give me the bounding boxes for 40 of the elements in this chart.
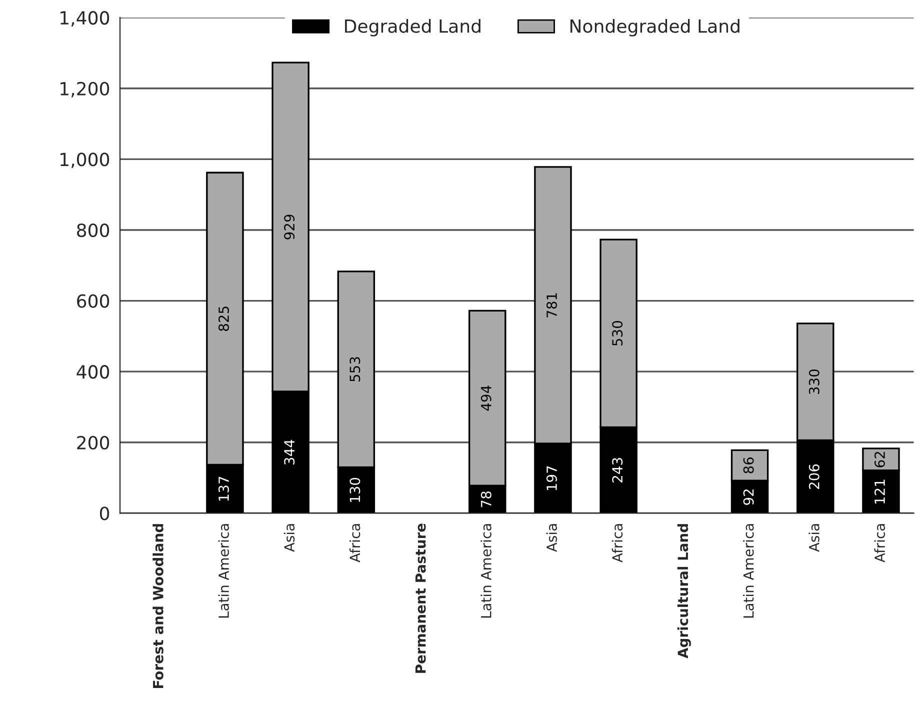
y-tick-label: 400 bbox=[76, 365, 110, 379]
x-tick-label: Asia bbox=[284, 524, 295, 552]
y-tick-label: 800 bbox=[77, 223, 110, 238]
y-tick-label: 1,200 bbox=[60, 82, 110, 98]
x-tick-label: Africa bbox=[612, 524, 623, 562]
y-tick-label: 200 bbox=[77, 436, 110, 450]
data-label: 206 bbox=[808, 464, 820, 489]
data-label: 86 bbox=[743, 457, 754, 474]
data-label: 197 bbox=[546, 466, 557, 490]
x-tick-label: Latin America bbox=[480, 524, 492, 618]
data-label: 78 bbox=[480, 492, 492, 508]
x-tick-label: Permanent Pasture bbox=[415, 524, 426, 673]
data-label: 530 bbox=[612, 321, 623, 346]
data-label: 494 bbox=[480, 386, 492, 411]
data-label: 121 bbox=[874, 480, 885, 504]
data-label: 130 bbox=[350, 478, 360, 502]
legend-label: Degraded Land bbox=[345, 18, 480, 36]
y-tick-label: 600 bbox=[77, 294, 110, 308]
data-label: 929 bbox=[284, 214, 295, 240]
data-label: 92 bbox=[743, 489, 754, 505]
data-label: 825 bbox=[218, 306, 229, 331]
y-tick-label: 0 bbox=[100, 506, 110, 520]
data-label: 243 bbox=[612, 458, 623, 482]
x-tick-label: Latin America bbox=[743, 524, 754, 618]
x-tick-label: Asia bbox=[808, 524, 820, 552]
x-tick-label: Latin America bbox=[218, 524, 229, 618]
x-tick-label: Forest and Woodland bbox=[152, 524, 164, 688]
data-label: 330 bbox=[808, 370, 820, 394]
data-label: 553 bbox=[350, 357, 360, 382]
data-label: 137 bbox=[218, 476, 229, 501]
y-tick-label: 1,000 bbox=[60, 152, 110, 168]
data-label: 62 bbox=[874, 452, 885, 468]
x-tick-label: Africa bbox=[874, 524, 885, 562]
x-tick-label: Asia bbox=[546, 524, 557, 552]
data-label: 344 bbox=[284, 440, 295, 464]
data-label: 781 bbox=[546, 293, 557, 318]
x-tick-label: Agricultural Land bbox=[677, 524, 691, 658]
x-tick-label: Africa bbox=[349, 524, 360, 562]
legend-label: Nondegraded Land bbox=[570, 18, 740, 36]
y-tick-label: 1,400 bbox=[60, 11, 110, 27]
